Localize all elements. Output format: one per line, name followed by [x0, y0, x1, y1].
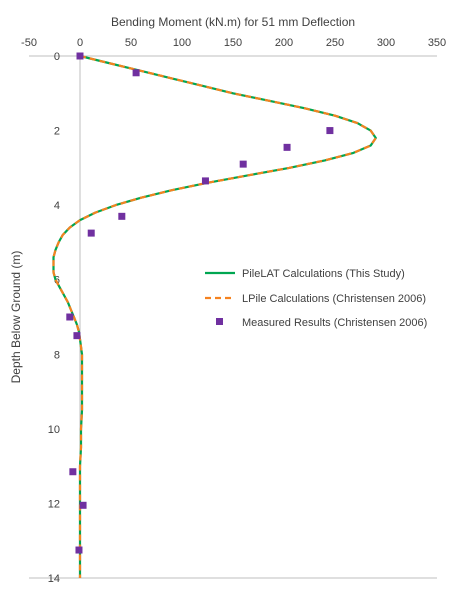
x-tick-label: 100 — [173, 37, 191, 49]
y-tick-label: 10 — [48, 424, 60, 436]
y-axis-title: Depth Below Ground (m) — [9, 251, 23, 384]
legend-label-lpile: LPile Calculations (Christensen 2006) — [242, 293, 426, 305]
x-tick-label: 350 — [428, 37, 446, 49]
y-tick-label: 14 — [48, 573, 60, 585]
x-tick-label: 250 — [326, 37, 344, 49]
x-tick-label: 150 — [224, 37, 242, 49]
measured-data-point — [76, 52, 84, 60]
series-line-lpile — [52, 54, 377, 578]
measured-data-point — [201, 177, 209, 185]
y-tick-label: 8 — [54, 349, 60, 361]
measured-data-point — [326, 127, 334, 135]
measured-data-point — [66, 313, 74, 321]
legend-label-pilelat: PileLAT Calculations (This Study) — [242, 268, 405, 280]
y-tick-label: 4 — [54, 200, 60, 212]
legend-label-measured: Measured Results (Christensen 2006) — [242, 317, 427, 329]
x-tick-label: -50 — [21, 37, 37, 49]
y-tick-label: 2 — [54, 126, 60, 138]
measured-data-point — [132, 69, 140, 77]
measured-data-point — [75, 546, 83, 554]
x-tick-labels: -50 0 50 100 150 200 250 300 350 — [21, 37, 446, 49]
y-tick-label: 12 — [48, 498, 60, 510]
measured-data-point — [87, 229, 95, 237]
measured-data-point — [239, 160, 247, 168]
measured-data-point — [73, 332, 81, 340]
x-tick-label: 0 — [77, 37, 83, 49]
measured-data-point — [283, 143, 291, 151]
measured-data-point — [79, 501, 87, 509]
measured-data-point — [69, 468, 77, 476]
legend-swatch-measured — [216, 318, 223, 325]
measured-data-point — [118, 212, 126, 220]
x-tick-label: 50 — [125, 37, 137, 49]
plot-series — [52, 52, 377, 578]
y-tick-label: 0 — [54, 51, 60, 63]
x-tick-label: 300 — [377, 37, 395, 49]
x-tick-label: 200 — [275, 37, 293, 49]
x-axis-title: Bending Moment (kN.m) for 51 mm Deflecti… — [111, 15, 355, 29]
legend: PileLAT Calculations (This Study) LPile … — [205, 268, 427, 329]
